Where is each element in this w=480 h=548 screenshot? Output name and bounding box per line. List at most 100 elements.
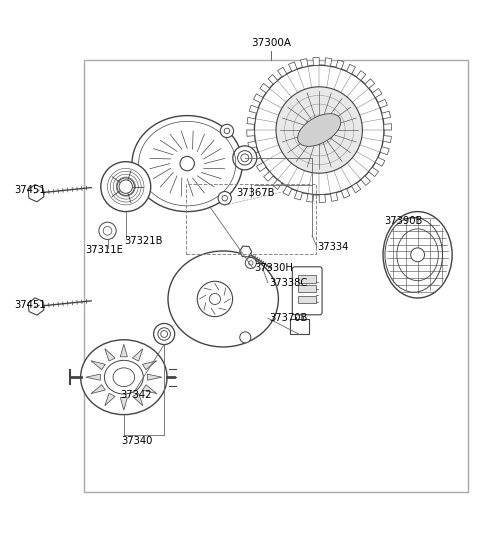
Polygon shape	[384, 124, 392, 130]
Circle shape	[197, 281, 233, 317]
Polygon shape	[105, 349, 115, 361]
Text: 37321B: 37321B	[124, 236, 162, 247]
Text: 37451: 37451	[14, 300, 46, 310]
Circle shape	[241, 154, 249, 162]
Polygon shape	[365, 79, 375, 88]
Polygon shape	[249, 105, 258, 113]
Circle shape	[220, 124, 234, 138]
Bar	[186, 184, 316, 254]
Polygon shape	[260, 83, 270, 93]
Polygon shape	[264, 172, 274, 181]
Circle shape	[99, 222, 116, 239]
Polygon shape	[361, 176, 371, 186]
Polygon shape	[143, 361, 157, 370]
Polygon shape	[248, 141, 257, 149]
Circle shape	[154, 323, 175, 345]
Polygon shape	[28, 185, 44, 202]
Circle shape	[411, 248, 424, 262]
Circle shape	[249, 261, 253, 265]
Ellipse shape	[105, 361, 143, 394]
Polygon shape	[132, 349, 143, 361]
Circle shape	[161, 330, 168, 338]
Polygon shape	[147, 374, 162, 380]
Polygon shape	[132, 393, 143, 406]
Polygon shape	[28, 298, 44, 315]
Polygon shape	[319, 195, 325, 202]
Text: 37311E: 37311E	[85, 245, 123, 255]
FancyBboxPatch shape	[292, 267, 322, 315]
Text: 37451: 37451	[14, 185, 46, 195]
Polygon shape	[294, 191, 302, 200]
Text: 37300A: 37300A	[251, 38, 291, 48]
Polygon shape	[341, 189, 350, 198]
Polygon shape	[383, 136, 391, 142]
Text: 37370B: 37370B	[269, 313, 307, 323]
Polygon shape	[91, 385, 105, 393]
Bar	[290, 319, 309, 334]
Polygon shape	[247, 117, 255, 124]
Polygon shape	[356, 71, 366, 81]
Polygon shape	[247, 130, 255, 136]
Circle shape	[224, 128, 230, 134]
Bar	[299, 275, 316, 283]
Circle shape	[119, 180, 132, 193]
Circle shape	[222, 196, 228, 201]
Polygon shape	[336, 60, 344, 69]
Polygon shape	[253, 94, 263, 102]
Ellipse shape	[132, 116, 242, 212]
Circle shape	[158, 328, 170, 340]
Circle shape	[254, 65, 384, 195]
Circle shape	[245, 258, 256, 269]
Polygon shape	[143, 385, 157, 393]
Ellipse shape	[113, 368, 134, 386]
Polygon shape	[372, 88, 382, 98]
Polygon shape	[330, 192, 338, 201]
Polygon shape	[283, 186, 292, 196]
Circle shape	[240, 332, 251, 343]
Bar	[299, 295, 316, 303]
Polygon shape	[380, 147, 389, 155]
Circle shape	[276, 87, 362, 173]
Ellipse shape	[298, 113, 341, 146]
Polygon shape	[300, 59, 308, 67]
Text: 37330H: 37330H	[254, 263, 293, 273]
Bar	[299, 285, 316, 293]
Circle shape	[209, 293, 220, 305]
Text: 37367B: 37367B	[236, 189, 275, 198]
Polygon shape	[268, 75, 277, 84]
Ellipse shape	[81, 340, 167, 415]
Circle shape	[117, 178, 134, 196]
Polygon shape	[273, 180, 282, 190]
Text: 37340: 37340	[121, 436, 153, 446]
Polygon shape	[120, 344, 127, 357]
Circle shape	[101, 162, 151, 212]
Polygon shape	[288, 62, 297, 71]
Ellipse shape	[168, 251, 278, 347]
Polygon shape	[256, 162, 266, 172]
Polygon shape	[251, 152, 261, 161]
Polygon shape	[325, 58, 332, 66]
Polygon shape	[120, 397, 127, 410]
Polygon shape	[369, 167, 379, 176]
Polygon shape	[86, 374, 100, 380]
Circle shape	[103, 226, 112, 235]
Circle shape	[218, 192, 231, 205]
Polygon shape	[313, 58, 319, 65]
Polygon shape	[351, 183, 361, 193]
Ellipse shape	[383, 212, 452, 298]
Polygon shape	[105, 393, 115, 406]
Text: 37342: 37342	[120, 390, 152, 400]
Circle shape	[180, 156, 194, 171]
Bar	[84, 60, 468, 493]
Polygon shape	[375, 157, 385, 166]
Polygon shape	[382, 111, 391, 119]
Polygon shape	[307, 194, 313, 202]
Text: 37334: 37334	[317, 242, 348, 252]
Text: 37390B: 37390B	[384, 216, 422, 226]
Circle shape	[233, 146, 257, 170]
Text: 37338C: 37338C	[269, 278, 307, 288]
Polygon shape	[240, 246, 252, 257]
Polygon shape	[91, 361, 105, 370]
Polygon shape	[347, 64, 355, 74]
Circle shape	[238, 151, 252, 165]
